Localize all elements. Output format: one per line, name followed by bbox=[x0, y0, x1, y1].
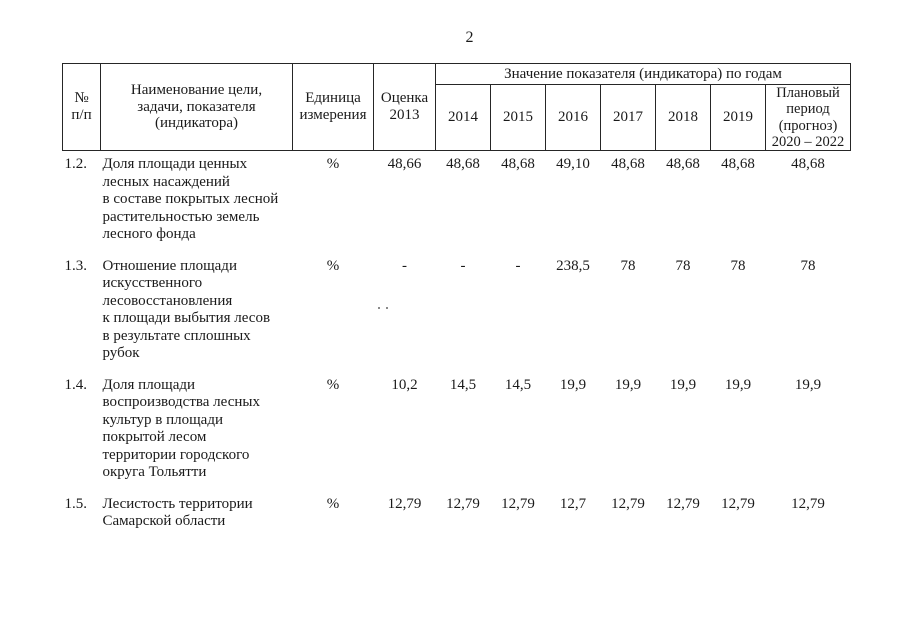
table-row: 1.4. Доля площади воспроизводства лесных… bbox=[63, 372, 851, 491]
col-header-year-2018: 2018 bbox=[655, 84, 711, 151]
year-value-2019: 19,9 bbox=[724, 376, 752, 393]
col-header-year-2017: 2017 bbox=[600, 84, 656, 151]
plan-value: 19,9 bbox=[794, 376, 822, 393]
page-number: 2 bbox=[465, 29, 474, 46]
year-value-2014: - bbox=[460, 257, 466, 274]
unit-value: % bbox=[326, 156, 340, 172]
row-num: 1.4. bbox=[64, 376, 88, 393]
year-value-2017: 19,9 bbox=[614, 376, 642, 393]
unit-value: % bbox=[326, 257, 340, 274]
plan-value: 78 bbox=[800, 257, 816, 274]
year-value-2015: 14,5 bbox=[504, 376, 532, 393]
row-num: 1.5. bbox=[64, 495, 88, 512]
year-value-2018: 48,68 bbox=[666, 156, 700, 172]
col-header-year-2015: 2015 bbox=[490, 84, 546, 151]
year-value-2015: - bbox=[515, 257, 521, 274]
year-value-2019: 48,68 bbox=[721, 156, 755, 172]
plan-value: 12,79 bbox=[791, 495, 825, 512]
year-value-2015: 48,68 bbox=[501, 156, 535, 172]
col-header-num: № п/п bbox=[62, 63, 101, 151]
year-value-2017: 12,79 bbox=[611, 495, 645, 512]
table-header: № п/п Наименование цели, задачи, показат… bbox=[62, 63, 852, 151]
table-row: 1.3. Отношение площади искусственного ле… bbox=[63, 253, 851, 372]
year-value-2018: 78 bbox=[675, 257, 691, 274]
table-row: 1.2. Доля площади ценных лесных насажден… bbox=[63, 151, 851, 253]
year-value-2016: 19,9 bbox=[559, 376, 587, 393]
year-value-2014: 14,5 bbox=[449, 376, 477, 393]
year-value-2014: 12,79 bbox=[446, 495, 480, 512]
estimate-value: 12,79 bbox=[387, 495, 422, 512]
estimate-value: 10,2 bbox=[391, 376, 418, 393]
year-value-2016: 238,5 bbox=[556, 257, 590, 274]
year-value-2016: 49,10 bbox=[556, 156, 590, 172]
year-value-2019: 78 bbox=[730, 257, 746, 274]
col-header-plan-period: Плановый период (прогноз) 2020 – 2022 bbox=[764, 84, 852, 151]
col-header-unit: Единица измерения bbox=[292, 63, 374, 151]
indicators-table: № п/п Наименование цели, задачи, показат… bbox=[62, 63, 852, 540]
year-value-2018: 12,79 bbox=[666, 495, 700, 512]
year-value-2016: 12,7 bbox=[559, 495, 587, 512]
year-value-2015: 12,79 bbox=[501, 495, 535, 512]
indicator-name: Отношение площади искусственного лесовос… bbox=[102, 257, 271, 362]
col-header-year-2019: 2019 bbox=[710, 84, 766, 151]
estimate-value: 48,66 bbox=[387, 156, 422, 172]
indicator-name: Доля площади воспроизводства лесных куль… bbox=[102, 376, 260, 481]
estimate-value: - bbox=[402, 257, 407, 274]
table-row: 1.5. Лесистость территории Самарской обл… bbox=[63, 491, 851, 540]
year-value-2017: 78 bbox=[620, 257, 636, 274]
col-header-year-2014: 2014 bbox=[435, 84, 491, 151]
unit-value: % bbox=[326, 376, 340, 393]
row-num: 1.3. bbox=[64, 257, 88, 274]
col-header-year-2016: 2016 bbox=[545, 84, 601, 151]
col-header-estimate-2013: Оценка 2013 bbox=[373, 63, 436, 151]
year-value-2019: 12,79 bbox=[721, 495, 755, 512]
year-value-2018: 19,9 bbox=[669, 376, 697, 393]
year-value-2017: 48,68 bbox=[611, 156, 645, 172]
year-value-2014: 48,68 bbox=[446, 156, 480, 172]
scan-speck bbox=[378, 307, 380, 309]
indicator-name: Лесистость территории Самарской области bbox=[102, 495, 253, 530]
unit-value: % bbox=[326, 495, 340, 512]
row-num: 1.2. bbox=[64, 156, 88, 172]
plan-value: 48,68 bbox=[791, 156, 825, 172]
indicator-name: Доля площади ценных лесных насаждений в … bbox=[102, 156, 279, 242]
col-header-years-group: Значение показателя (индикатора) по года… bbox=[434, 63, 852, 85]
scan-speck bbox=[386, 307, 388, 309]
col-header-name: Наименование цели, задачи, показателя (и… bbox=[100, 63, 293, 151]
